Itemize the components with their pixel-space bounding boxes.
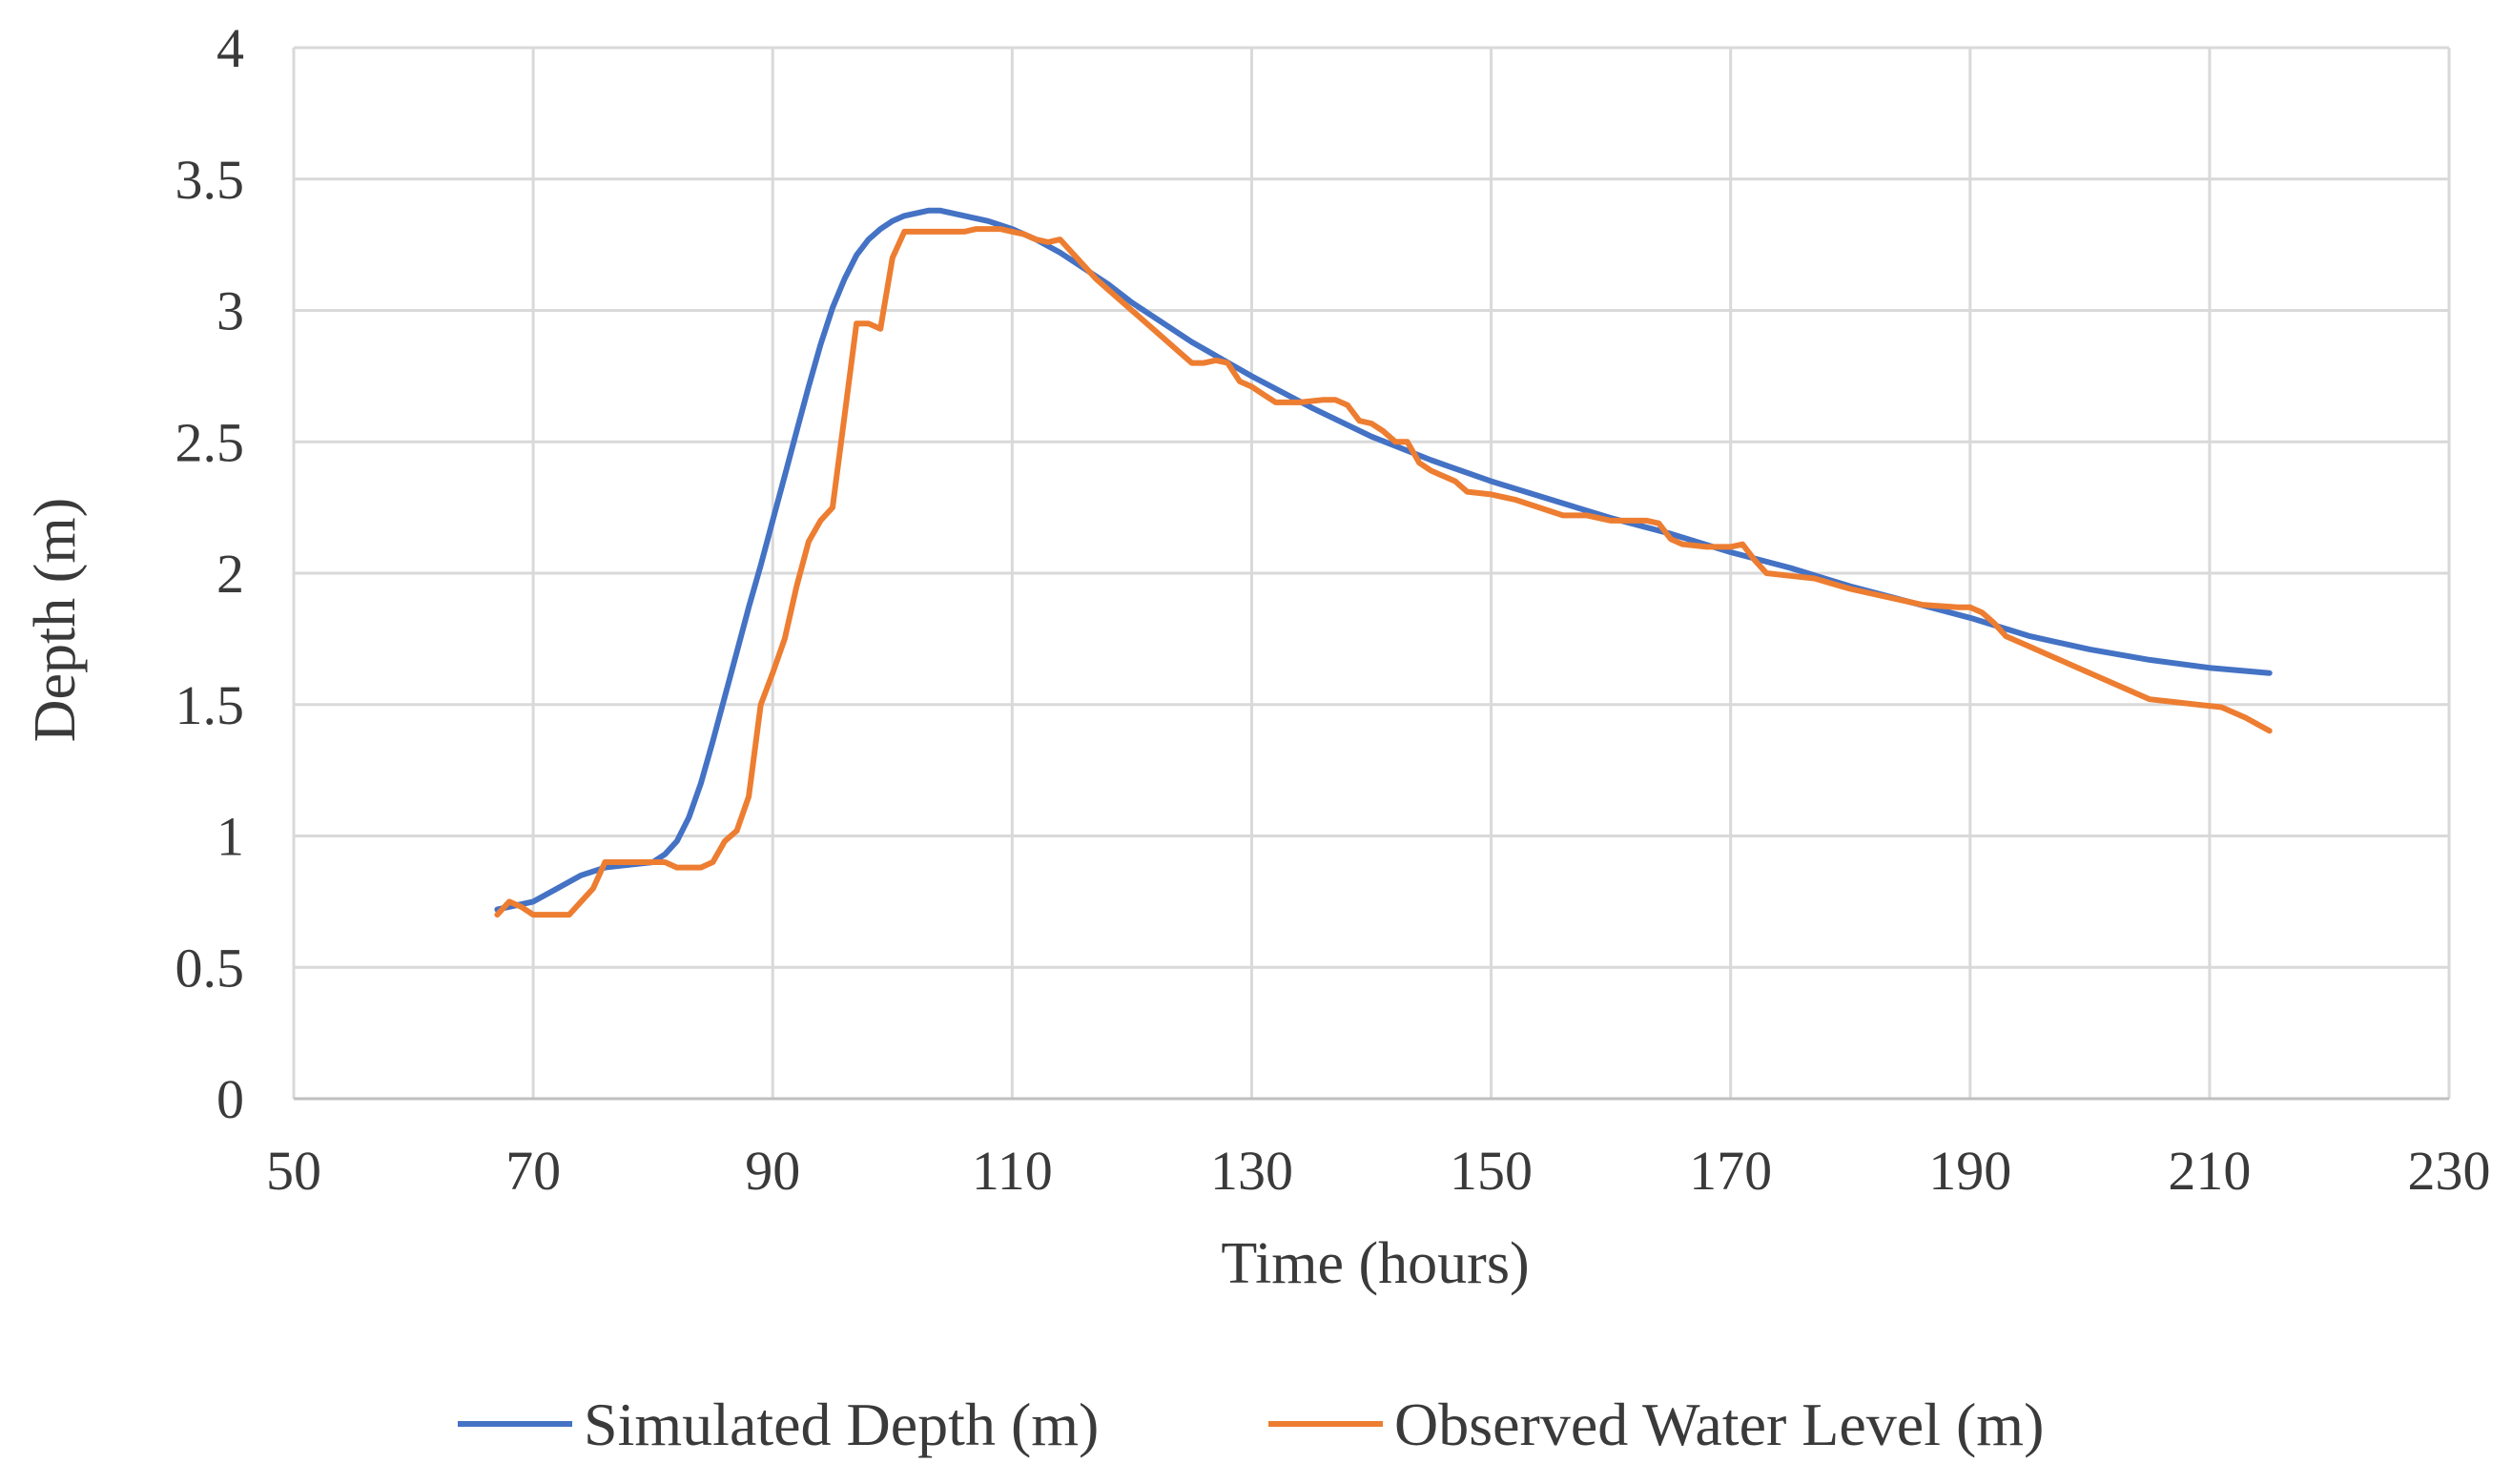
y-tick-label: 3: [216, 280, 244, 342]
y-tick-label: 4: [216, 17, 244, 79]
x-tick-label: 170: [1689, 1140, 1772, 1202]
y-tick-label: 0: [216, 1068, 244, 1130]
legend-label-simulated-depth: Simulated Depth (m): [584, 1391, 1099, 1458]
x-tick-label: 150: [1450, 1140, 1533, 1202]
y-tick-label: 3.5: [175, 149, 245, 211]
y-tick-label: 2.5: [175, 411, 245, 473]
series-line-simulated-depth: [494, 207, 2273, 913]
y-tick-label: 0.5: [175, 937, 245, 999]
x-tick-label: 90: [745, 1140, 800, 1202]
x-tick-label: 190: [1928, 1140, 2011, 1202]
tick-labels: 0 0.5 1 1.5 2 2.5 3 3.5 4 50 70 90 110 130 150 170 190 21…: [175, 17, 2491, 1202]
series-line-observed-water-level: [494, 226, 2273, 918]
legend-label-observed-water-level: Observed Water Level (m): [1394, 1391, 2044, 1458]
y-tick-label: 2: [216, 543, 244, 605]
x-tick-label: 110: [972, 1140, 1053, 1202]
x-tick-label: 210: [2168, 1140, 2251, 1202]
x-tick-label: 70: [505, 1140, 561, 1202]
gridlines: [292, 46, 2451, 1099]
x-tick-label: 50: [266, 1140, 321, 1202]
y-tick-label: 1: [216, 806, 244, 868]
y-tick-label: 1.5: [175, 674, 245, 736]
legend: Simulated Depth (m) Observed Water Level…: [458, 1391, 2044, 1458]
series-lines: [494, 207, 2273, 918]
x-tick-label: 130: [1210, 1140, 1293, 1202]
y-axis-title: Depth (m): [23, 498, 88, 743]
x-axis-title: Time (hours): [1221, 1231, 1529, 1296]
x-tick-label: 230: [2408, 1140, 2491, 1202]
